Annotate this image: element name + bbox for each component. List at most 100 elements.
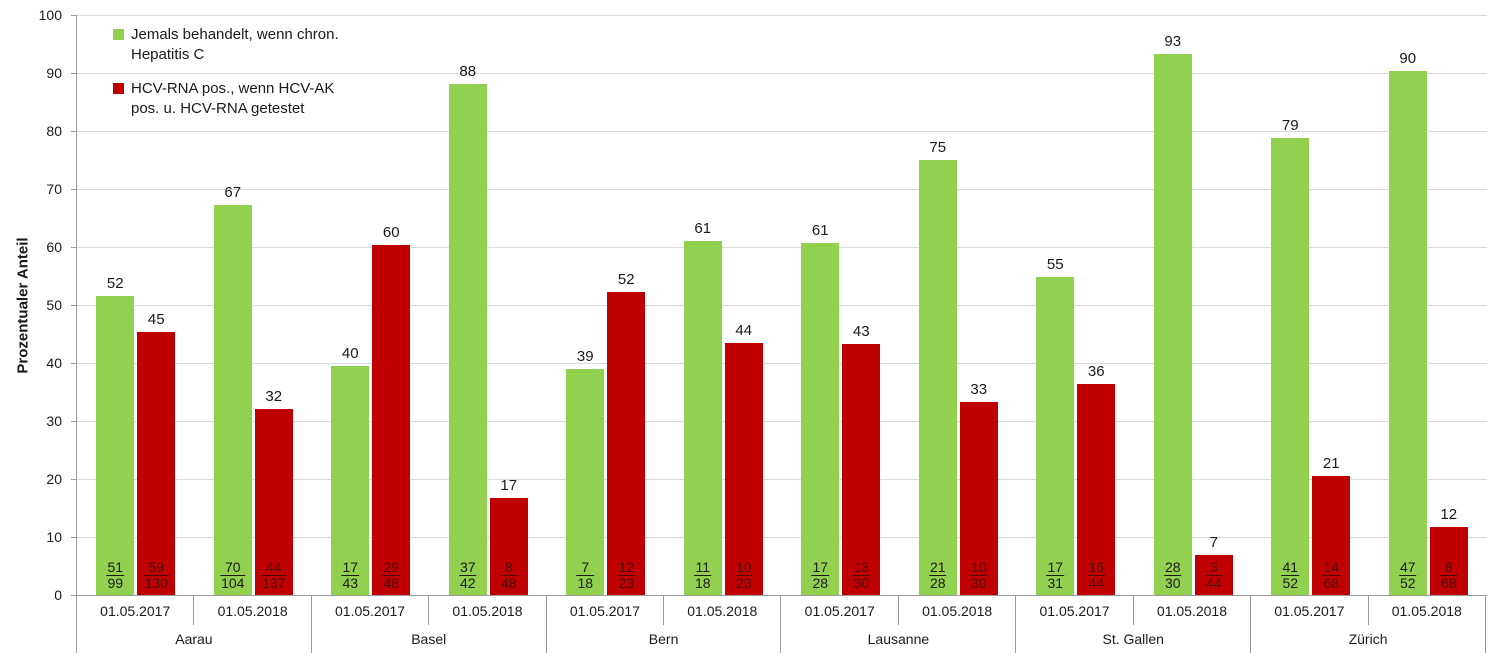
bar-red: 43 13 30 bbox=[842, 323, 881, 595]
fraction-denominator: 30 bbox=[1163, 575, 1182, 592]
gridline bbox=[77, 421, 1487, 422]
fraction-numerator: 28 bbox=[1164, 558, 1181, 575]
legend-swatch-green-icon bbox=[113, 29, 124, 40]
bar-red: 60 29 48 bbox=[372, 224, 411, 595]
bar-fraction: 51 99 bbox=[106, 559, 125, 592]
fraction-denominator: 44 bbox=[1204, 575, 1223, 592]
city-block: 01.05.2017 01.05.2018 Basel bbox=[312, 596, 547, 653]
fraction-denominator: 52 bbox=[1281, 575, 1300, 592]
date-group: 67 70 104 32 44 137 bbox=[195, 15, 313, 595]
date-label: 01.05.2017 bbox=[312, 596, 430, 625]
y-tick-label: 20 bbox=[46, 471, 62, 487]
bar-green: 75 21 28 bbox=[918, 139, 957, 595]
date-row: 01.05.2017 01.05.2018 bbox=[781, 596, 1015, 625]
x-axis-labels: 01.05.2017 01.05.2018 Aarau 01.05.2017 01.05… bbox=[76, 596, 1486, 653]
date-group: 88 37 42 17 8 48 bbox=[430, 15, 548, 595]
bar-fraction: 17 43 bbox=[341, 559, 360, 592]
fraction-denominator: 130 bbox=[143, 575, 169, 592]
bar-fraction: 44 137 bbox=[261, 559, 287, 592]
fraction-numerator: 3 bbox=[1209, 558, 1218, 575]
bar-green: 55 17 31 bbox=[1036, 256, 1075, 595]
date-row: 01.05.2017 01.05.2018 bbox=[1016, 596, 1250, 625]
bar-value-label: 52 bbox=[617, 271, 635, 289]
bar-value-label: 40 bbox=[341, 344, 359, 362]
bar-value-label: 79 bbox=[1281, 116, 1299, 134]
bar-fraction: 17 31 bbox=[1046, 559, 1065, 592]
fraction-numerator: 37 bbox=[459, 558, 476, 575]
gridline bbox=[77, 131, 1487, 132]
gridline bbox=[77, 189, 1487, 190]
fraction-numerator: 10 bbox=[970, 558, 987, 575]
date-label: 01.05.2018 bbox=[922, 602, 993, 619]
bar-green: 61 17 28 bbox=[801, 222, 840, 595]
fraction-denominator: 44 bbox=[1087, 575, 1106, 592]
date-group: 61 11 18 44 10 23 bbox=[665, 15, 783, 595]
city-block: 01.05.2017 01.05.2018 Aarau bbox=[76, 596, 312, 653]
fraction-denominator: 104 bbox=[220, 575, 246, 592]
y-tick-label: 30 bbox=[46, 413, 62, 429]
city-label: Bern bbox=[648, 631, 679, 647]
fraction-numerator: 17 bbox=[812, 558, 829, 575]
y-tick-label: 40 bbox=[46, 355, 62, 371]
date-label: 01.05.2017 bbox=[77, 596, 195, 625]
fraction-denominator: 137 bbox=[261, 575, 287, 592]
date-row: 01.05.2017 01.05.2018 bbox=[547, 596, 781, 625]
fraction-denominator: 42 bbox=[458, 575, 477, 592]
bar-value-label: 17 bbox=[500, 477, 518, 495]
legend-label: HCV-RNA pos., wenn HCV-AK pos. u. HCV-RN… bbox=[131, 80, 335, 117]
fraction-denominator: 99 bbox=[106, 575, 125, 592]
fraction-numerator: 21 bbox=[929, 558, 946, 575]
bar-red: 21 14 68 bbox=[1312, 455, 1351, 595]
bar-value-label: 33 bbox=[970, 380, 988, 398]
date-group: 40 17 43 60 29 48 bbox=[312, 15, 430, 595]
fraction-denominator: 30 bbox=[969, 575, 988, 592]
bar-value-label: 90 bbox=[1399, 49, 1417, 67]
fraction-numerator: 10 bbox=[735, 558, 752, 575]
bar-fraction: 28 30 bbox=[1163, 558, 1182, 592]
bar-value-label: 60 bbox=[382, 223, 400, 241]
bar-fraction: 70 104 bbox=[220, 559, 246, 592]
bar-value-label: 88 bbox=[459, 63, 477, 81]
date-group: 79 41 52 21 14 68 bbox=[1252, 15, 1370, 595]
bar-fraction: 14 68 bbox=[1322, 558, 1341, 592]
y-tick-label: 60 bbox=[46, 239, 62, 255]
gridline bbox=[77, 537, 1487, 538]
bar-value-label: 93 bbox=[1164, 32, 1182, 50]
bar-red: 44 10 23 bbox=[724, 322, 763, 595]
bar-red: 52 12 23 bbox=[607, 271, 646, 595]
bar-green: 52 51 99 bbox=[96, 275, 135, 595]
bar-fraction: 8 68 bbox=[1439, 558, 1458, 592]
date-label: 01.05.2018 bbox=[1156, 602, 1227, 619]
bar-green: 79 41 52 bbox=[1271, 117, 1310, 595]
bar-fraction: 47 52 bbox=[1398, 559, 1417, 592]
fraction-denominator: 48 bbox=[382, 575, 401, 592]
city-label: Lausanne bbox=[867, 631, 930, 647]
gridline bbox=[77, 305, 1487, 306]
fraction-numerator: 7 bbox=[581, 558, 590, 575]
y-tick-label: 50 bbox=[46, 297, 62, 313]
fraction-denominator: 48 bbox=[499, 575, 518, 592]
fraction-numerator: 8 bbox=[1444, 558, 1453, 575]
fraction-denominator: 43 bbox=[341, 575, 360, 592]
bar-green: 39 7 18 bbox=[566, 348, 605, 595]
bar-value-label: 12 bbox=[1440, 505, 1458, 523]
bar-value-label: 43 bbox=[852, 322, 870, 340]
city-block: 01.05.2017 01.05.2018 Bern bbox=[547, 596, 782, 653]
y-tick-mark bbox=[71, 247, 76, 248]
gridline bbox=[77, 15, 1487, 16]
date-row: 01.05.2017 01.05.2018 bbox=[312, 596, 546, 625]
fraction-numerator: 14 bbox=[1323, 558, 1340, 575]
bar-green: 67 70 104 bbox=[213, 184, 252, 595]
date-group: 61 17 28 43 13 30 bbox=[782, 15, 900, 595]
date-row: 01.05.2017 01.05.2018 bbox=[1251, 596, 1485, 625]
bar-fraction: 10 23 bbox=[734, 558, 753, 592]
bar-value-label: 61 bbox=[811, 221, 829, 239]
date-label: 01.05.2017 bbox=[781, 596, 899, 625]
legend-item: Jemals behandelt, wenn chron. Hepatitis … bbox=[113, 25, 339, 64]
bar-red: 17 8 48 bbox=[489, 477, 528, 595]
y-tick-label: 80 bbox=[46, 123, 62, 139]
legend-label: Jemals behandelt, wenn chron. Hepatitis … bbox=[131, 26, 339, 63]
gridline bbox=[77, 247, 1487, 248]
date-label: 01.05.2018 bbox=[217, 602, 288, 619]
